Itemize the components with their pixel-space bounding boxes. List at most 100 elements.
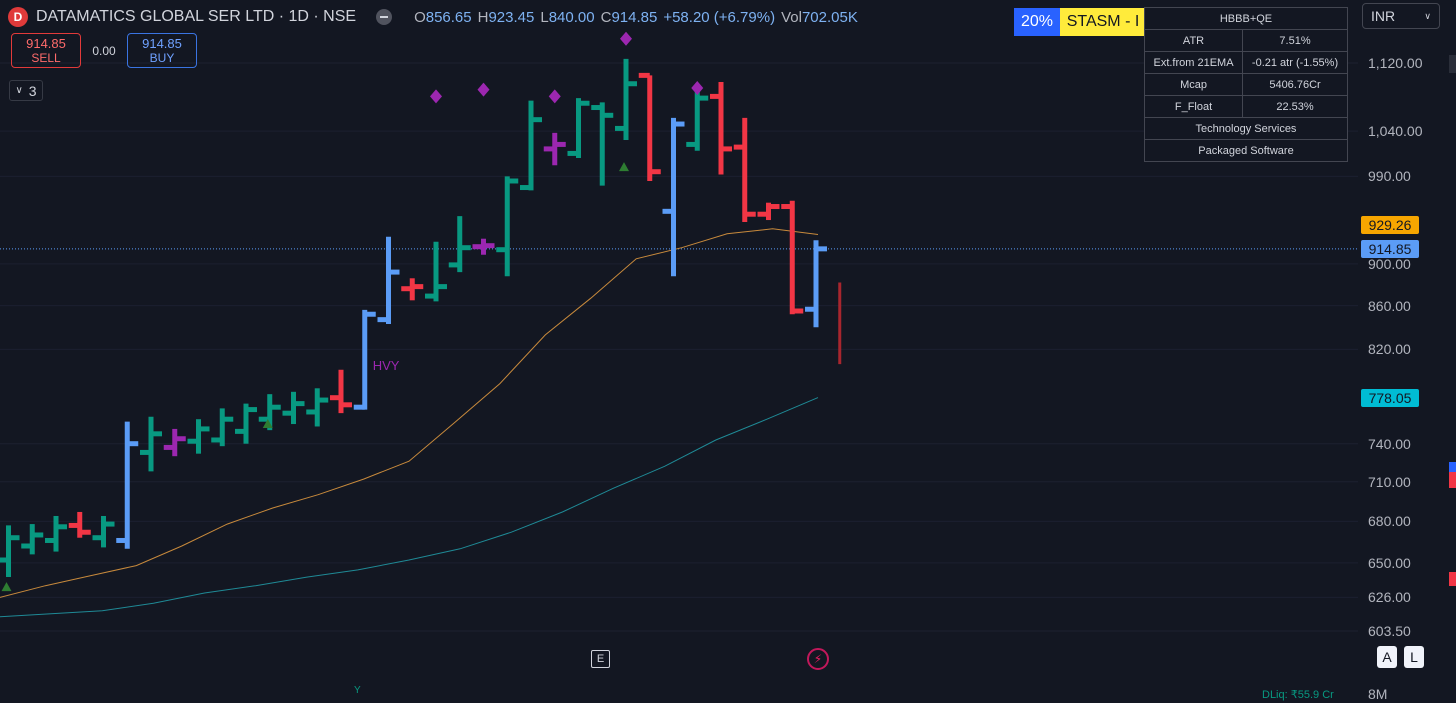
ohlc-bar (116, 421, 139, 549)
ohlc-bar (686, 86, 709, 151)
ohlc-bar (140, 416, 162, 472)
ohlc-bar (472, 238, 495, 255)
currency-value: INR (1371, 8, 1396, 24)
trade-panel: 914.85 SELL 0.00 914.85 BUY (11, 33, 197, 68)
ohlc-value: 702.05K (801, 8, 858, 26)
ohlc-key: L (540, 8, 549, 26)
ohlc-bar (92, 515, 115, 548)
info-value: 22.53% (1242, 95, 1348, 118)
ohlc-bar (163, 428, 186, 457)
log-scale-button[interactable]: L (1404, 646, 1424, 668)
ohlc-bar (425, 241, 447, 302)
diamond-marker (548, 89, 561, 104)
diamond-marker (430, 89, 442, 104)
time-axis-label: Y (354, 685, 361, 696)
ohlc-bar (377, 236, 400, 324)
last-price-tag: 914.85 (1361, 239, 1419, 258)
ohlc-bar (353, 309, 376, 410)
price-axis-tick: 680.00 (1368, 513, 1411, 530)
ohlc-value: 923.45 (488, 8, 535, 26)
ohlc-bar (567, 98, 590, 158)
chart-header: D DATAMATICS GLOBAL SER LTD · 1D · NSE O… (8, 6, 858, 28)
ohlc-bar (781, 200, 804, 315)
side-marker-red (1449, 472, 1456, 488)
currency-select[interactable]: INR ∨ (1362, 3, 1440, 29)
symbol-title[interactable]: DATAMATICS GLOBAL SER LTD · 1D · NSE (36, 8, 357, 25)
side-marker-blue (1449, 462, 1456, 474)
symbol-logo-icon: D (8, 7, 28, 27)
ohlc-bar (235, 403, 257, 444)
ohlc-bar (21, 524, 44, 555)
price-axis-tick: 626.00 (1368, 589, 1411, 606)
percent-badge: 20% (1014, 8, 1060, 36)
triangle-marker (1, 582, 12, 592)
diamond-marker (620, 31, 632, 46)
price-axis-tick: 1,040.00 (1368, 123, 1423, 140)
diamond-marker (477, 82, 490, 97)
ohlc-bar (591, 102, 614, 186)
ema21-price-tag: 929.26 (1361, 216, 1419, 235)
price-axis-tick: 860.00 (1368, 297, 1411, 314)
earnings-marker[interactable]: E (591, 650, 610, 668)
volume-axis-label: 8M (1368, 686, 1388, 702)
indicators-collapse-button[interactable]: ∨ 3 (9, 80, 43, 101)
ohlc-bar (187, 419, 210, 454)
side-marker-red (1449, 572, 1456, 586)
diamond-marker (691, 80, 704, 95)
buy-label: BUY (149, 50, 175, 65)
ohlc-value: +58.20 (+6.79%) (663, 8, 776, 26)
info-title: HBBB+QE (1144, 7, 1348, 30)
lightning-icon[interactable]: ⚡ (807, 648, 829, 670)
ohlc-bar (733, 117, 756, 222)
ohlc-bar (662, 117, 685, 277)
info-value: -0.21 atr (-1.55%) (1242, 51, 1348, 74)
sell-button[interactable]: 914.85 SELL (11, 33, 81, 68)
triangle-marker (262, 419, 273, 429)
ohlc-bar (615, 58, 637, 140)
ohlc-bar (805, 240, 827, 328)
ohlc-bar (496, 176, 519, 277)
price-axis-tick: 650.00 (1368, 554, 1411, 571)
spread-value: 0.00 (92, 43, 116, 58)
info-value: 7.51% (1242, 29, 1348, 52)
info-value: 5406.76Cr (1242, 73, 1348, 96)
sell-label: SELL (31, 50, 61, 65)
ohlc-key: Vol (781, 8, 802, 26)
info-label: ATR (1143, 29, 1244, 52)
indicator-count: 3 (28, 82, 37, 99)
info-label: Ext.from 21EMA (1143, 51, 1244, 74)
buy-price: 914.85 (142, 35, 182, 51)
ema50-line (0, 397, 819, 618)
ohlc-bar (710, 82, 732, 175)
price-axis-tick: 820.00 (1368, 341, 1411, 358)
info-table: HBBB+QE ATR 7.51% Ext.from 21EMA -0.21 atr… (1143, 7, 1348, 162)
ohlc-bar (68, 511, 91, 538)
triangle-marker (619, 162, 629, 172)
ohlc-key: O (414, 8, 426, 26)
ohlc-key: C (600, 8, 612, 26)
ohlc-bar (330, 369, 352, 414)
ohlc-bar (638, 72, 661, 181)
ohlc-value: 840.00 (548, 8, 595, 26)
price-axis-tick: 1,120.00 (1368, 55, 1423, 71)
ohlc-bar (282, 391, 305, 425)
scroll-handle[interactable] (1449, 55, 1456, 73)
ohlc-bar (45, 515, 67, 552)
ohlc-value: 914.85 (611, 8, 658, 26)
ohlc-value: 856.65 (425, 8, 472, 26)
dliq-readout: DLiq: ₹55.9 Cr (1262, 689, 1334, 701)
collapse-legend-icon[interactable] (376, 9, 393, 25)
auto-scale-button[interactable]: A (1377, 646, 1397, 668)
price-axis-tick: 900.00 (1368, 255, 1411, 272)
chevron-down-icon: ∨ (15, 85, 23, 96)
ema50-price-tag: 778.05 (1361, 388, 1419, 407)
ohlc-key: H (477, 8, 489, 26)
ohlc-bar (520, 100, 542, 191)
ohlc-bar (306, 388, 329, 427)
buy-button[interactable]: 914.85 BUY (127, 33, 197, 68)
price-axis-tick: 990.00 (1368, 168, 1411, 185)
info-label: Mcap (1143, 73, 1244, 96)
price-axis-tick: 710.00 (1368, 473, 1411, 490)
ohlc-bar (401, 278, 424, 301)
